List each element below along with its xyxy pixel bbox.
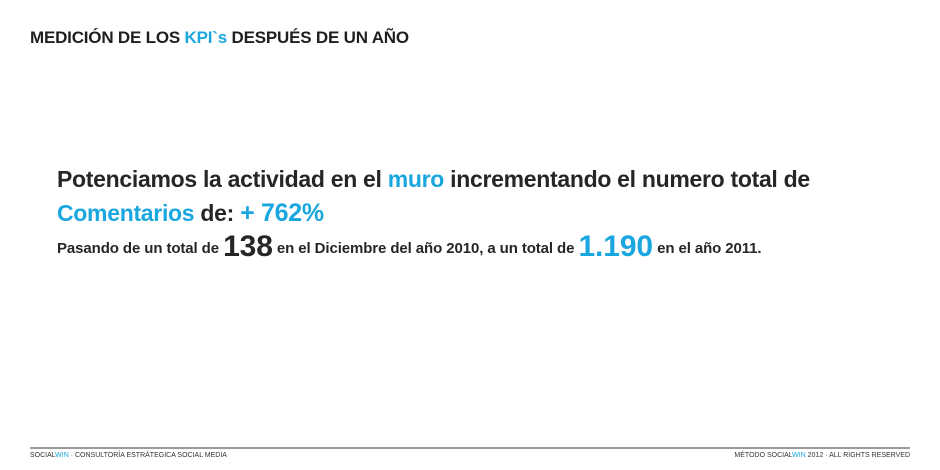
statement-line-3: Pasando de un total de 138 en el Diciemb… bbox=[57, 230, 897, 266]
page-title: MEDICIÓN DE LOS KPI`s DESPUÉS DE UN AÑO bbox=[30, 28, 409, 48]
footer-right-brand: MÉTODO SOCIAL bbox=[734, 452, 793, 459]
line1-text-a: Potenciamos la actividad en el bbox=[57, 166, 388, 192]
footer-left-brand: SOCIAL bbox=[30, 452, 56, 459]
value-2010: 138 bbox=[223, 230, 273, 263]
statement-line-1: Potenciamos la actividad en el muro incr… bbox=[57, 162, 897, 196]
line3-text-b: en el Diciembre del año 2010, a un total… bbox=[272, 240, 579, 257]
footer-right-text: MÉTODO SOCIALWIN 2012 · ALL RIGHTS RESER… bbox=[734, 452, 910, 459]
footer-right-rights: 2012 · ALL RIGHTS RESERVED bbox=[805, 452, 910, 459]
footer-left-tagline: · CONSULTORÍA ESTRÁTEGICA SOCIAL MEDIA bbox=[68, 452, 227, 459]
line3-text-a: Pasando de un total de bbox=[57, 240, 224, 257]
footer-divider bbox=[30, 447, 910, 449]
statement-line-2: Comentarios de: + 762% bbox=[57, 196, 897, 230]
title-prefix: MEDICIÓN DE LOS bbox=[30, 28, 185, 47]
footer-right-brand-accent: WIN bbox=[792, 452, 806, 459]
line2-text-b: de: bbox=[194, 200, 241, 226]
line2-highlight: Comentarios bbox=[57, 200, 195, 226]
growth-percentage: + 762% bbox=[240, 199, 324, 227]
line1-highlight: muro bbox=[387, 166, 445, 192]
footer-left-text: SOCIALWIN · CONSULTORÍA ESTRÁTEGICA SOCI… bbox=[30, 452, 227, 459]
line3-text-c: en el año 2011. bbox=[653, 240, 762, 257]
title-suffix: DESPUÉS DE UN AÑO bbox=[227, 28, 410, 47]
main-statement: Potenciamos la actividad en el muro incr… bbox=[57, 162, 897, 266]
footer-left-brand-accent: WIN bbox=[55, 452, 69, 459]
value-2011: 1.190 bbox=[578, 230, 654, 263]
title-accent: KPI`s bbox=[184, 28, 228, 47]
line1-text-c: incrementando el numero total de bbox=[444, 166, 810, 192]
